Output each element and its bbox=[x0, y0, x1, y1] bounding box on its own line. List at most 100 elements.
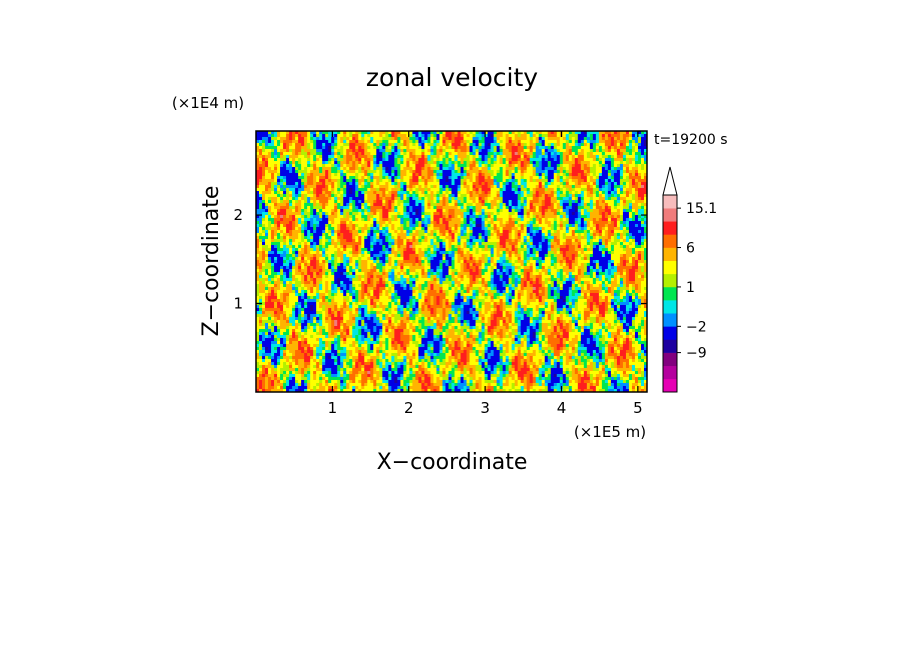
field-cell bbox=[574, 230, 579, 234]
field-cell bbox=[307, 227, 311, 231]
field-cell bbox=[298, 221, 302, 225]
field-cell bbox=[313, 227, 317, 231]
field-cell bbox=[484, 197, 488, 201]
field-cell bbox=[418, 158, 422, 162]
field-cell bbox=[550, 152, 555, 156]
field-cell bbox=[640, 149, 645, 153]
field-cell bbox=[511, 146, 516, 150]
field-cell bbox=[529, 236, 534, 240]
field-cell bbox=[643, 140, 648, 144]
field-cell bbox=[619, 206, 624, 210]
field-cell bbox=[343, 149, 347, 153]
field-cell bbox=[475, 164, 479, 168]
field-cell bbox=[334, 224, 338, 228]
field-cell bbox=[514, 218, 519, 222]
field-cell bbox=[334, 146, 338, 150]
field-cell bbox=[505, 242, 510, 246]
field-cell bbox=[313, 245, 317, 249]
time-label: t=19200 s bbox=[654, 132, 728, 148]
field-cell bbox=[445, 152, 449, 156]
field-cell bbox=[334, 209, 338, 213]
field-cell bbox=[262, 134, 266, 138]
field-cell bbox=[529, 140, 534, 144]
field-cell bbox=[637, 206, 642, 210]
field-cell bbox=[304, 221, 308, 225]
field-cell bbox=[397, 173, 401, 177]
field-cell bbox=[529, 161, 534, 165]
field-cell bbox=[358, 227, 362, 231]
field-cell bbox=[616, 137, 621, 141]
field-cell bbox=[559, 206, 564, 210]
field-cell bbox=[634, 194, 639, 198]
field-cell bbox=[637, 197, 642, 201]
field-cell bbox=[463, 176, 467, 180]
field-cell bbox=[451, 179, 455, 183]
field-cell bbox=[454, 197, 458, 201]
field-cell bbox=[490, 209, 495, 213]
field-cell bbox=[478, 197, 482, 201]
field-cell bbox=[379, 137, 383, 141]
field-cell bbox=[631, 218, 636, 222]
field-cell bbox=[355, 155, 359, 159]
field-cell bbox=[499, 203, 504, 207]
field-cell bbox=[544, 173, 549, 177]
field-cell bbox=[358, 206, 362, 210]
field-cell bbox=[421, 134, 425, 138]
field-cell bbox=[364, 149, 368, 153]
field-cell bbox=[589, 134, 594, 138]
field-cell bbox=[307, 230, 311, 234]
field-cell bbox=[334, 227, 338, 231]
field-cell bbox=[337, 239, 341, 243]
field-cell bbox=[493, 221, 498, 225]
field-cell bbox=[571, 155, 576, 159]
field-cell bbox=[418, 224, 422, 228]
field-cell bbox=[478, 161, 482, 165]
field-cell bbox=[601, 227, 606, 231]
field-cell bbox=[526, 134, 531, 138]
field-cell bbox=[280, 143, 284, 147]
field-cell bbox=[421, 230, 425, 234]
field-cell bbox=[304, 215, 308, 219]
field-cell bbox=[520, 170, 525, 174]
field-cell bbox=[598, 185, 603, 189]
field-cell bbox=[619, 209, 624, 213]
field-cell bbox=[577, 149, 582, 153]
field-cell bbox=[373, 146, 377, 150]
field-cell bbox=[523, 164, 528, 168]
field-cell bbox=[376, 218, 380, 222]
field-cell bbox=[283, 134, 287, 138]
field-cell bbox=[595, 134, 600, 138]
field-cell bbox=[589, 212, 594, 216]
field-cell bbox=[265, 233, 269, 237]
field-cell bbox=[415, 194, 419, 198]
field-cell bbox=[289, 215, 293, 219]
field-cell bbox=[619, 197, 624, 201]
field-cell bbox=[427, 176, 431, 180]
field-cell bbox=[556, 242, 561, 246]
field-cell bbox=[340, 230, 344, 234]
field-cell bbox=[589, 161, 594, 165]
field-cell bbox=[613, 185, 618, 189]
field-cell bbox=[583, 242, 588, 246]
field-cell bbox=[472, 161, 476, 165]
field-cell bbox=[580, 188, 585, 192]
field-cell bbox=[529, 239, 534, 243]
field-cell bbox=[520, 221, 525, 225]
field-cell bbox=[256, 161, 260, 165]
field-cell bbox=[352, 176, 356, 180]
field-cell bbox=[547, 134, 552, 138]
field-cell bbox=[388, 167, 392, 171]
field-cell bbox=[322, 245, 326, 249]
field-cell bbox=[427, 206, 431, 210]
field-cell bbox=[355, 227, 359, 231]
field-cell bbox=[322, 227, 326, 231]
field-cell bbox=[307, 212, 311, 216]
field-cell bbox=[502, 230, 507, 234]
field-cell bbox=[619, 134, 624, 138]
field-cell bbox=[580, 158, 585, 162]
field-cell bbox=[640, 194, 645, 198]
field-cell bbox=[571, 185, 576, 189]
field-cell bbox=[532, 233, 537, 237]
field-cell bbox=[499, 158, 504, 162]
field-cell bbox=[433, 176, 437, 180]
